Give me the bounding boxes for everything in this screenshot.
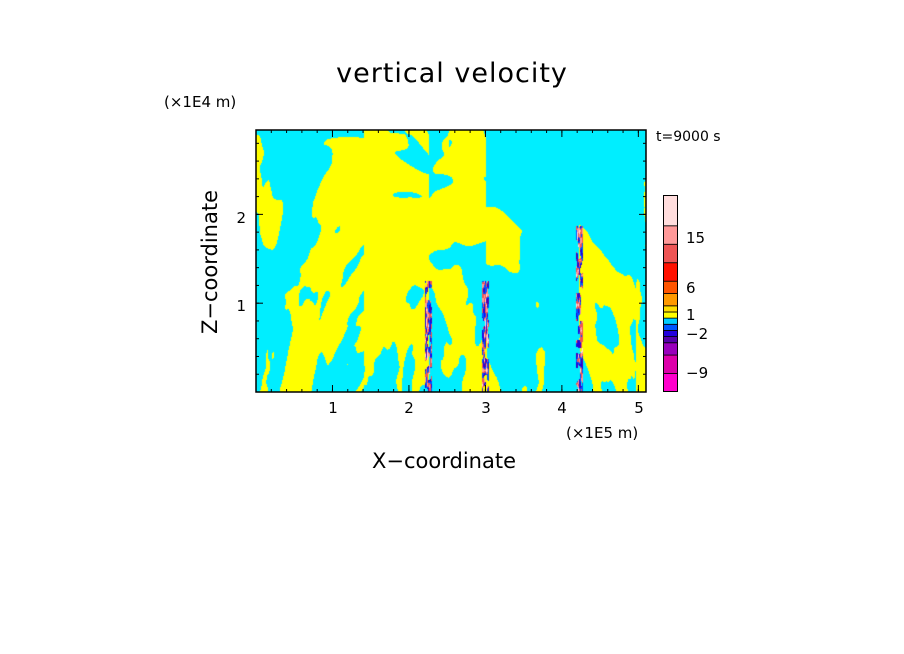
- colorbar-tick-label: −2: [686, 325, 709, 343]
- x-tick-label: 1: [328, 399, 338, 417]
- colorbar-tick-label: 1: [686, 306, 696, 324]
- y-axis-label: Z−coordinate: [198, 190, 222, 334]
- colorbar-swatch: [663, 243, 678, 264]
- colorbar-swatch: [663, 225, 678, 245]
- plot-frame: [255, 129, 647, 393]
- colorbar-swatch: [663, 293, 678, 307]
- y-axis-exponent-label: (×1E4 m): [164, 93, 237, 111]
- colorbar-swatch: [663, 262, 678, 282]
- colorbar-frame: [663, 195, 678, 392]
- colorbar-swatch: [663, 317, 678, 325]
- x-axis-exponent-label: (×1E5 m): [566, 424, 639, 442]
- x-tick-label: 2: [404, 399, 414, 417]
- colorbar-swatch: [663, 354, 678, 374]
- tick-marks: [256, 130, 646, 392]
- colorbar-swatch: [663, 336, 678, 344]
- colorbar-tick-label: 6: [686, 279, 696, 297]
- colorbar-tick-label: 15: [686, 229, 706, 247]
- colorbar-tick-label: −9: [686, 364, 709, 382]
- time-label: t=9000 s: [656, 129, 721, 145]
- colorbar-swatch: [663, 195, 678, 227]
- colorbar-swatch: [663, 280, 678, 294]
- x-tick-label: 4: [557, 399, 567, 417]
- colorbar-swatch: [663, 305, 678, 313]
- chart-title: vertical velocity: [336, 58, 568, 89]
- x-axis-label: X−coordinate: [372, 449, 516, 473]
- x-tick-label: 5: [634, 399, 644, 417]
- colorbar-swatch: [663, 311, 678, 319]
- x-tick-label: 3: [481, 399, 491, 417]
- velocity-contour-plot: [256, 130, 646, 392]
- colorbar-swatch: [663, 373, 678, 392]
- colorbar: [663, 195, 678, 392]
- colorbar-swatch: [663, 330, 678, 337]
- colorbar-swatch: [663, 342, 678, 356]
- y-tick-label: 1: [236, 297, 246, 315]
- y-tick-label: 2: [236, 209, 246, 227]
- colorbar-swatch: [663, 323, 678, 331]
